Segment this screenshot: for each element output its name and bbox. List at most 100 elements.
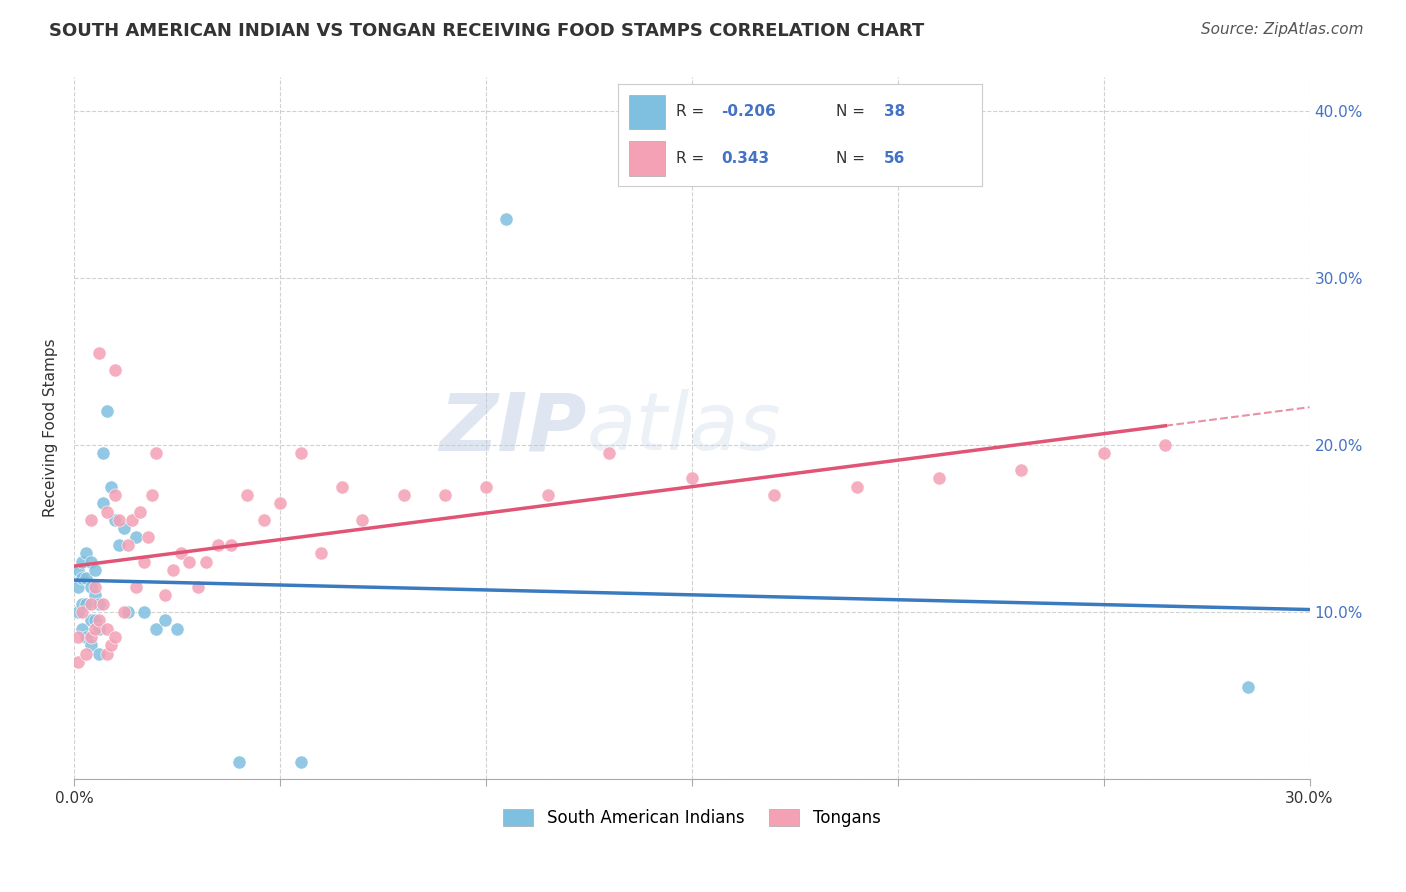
Point	[1154, 438, 1177, 452]
Point	[1236, 680, 1258, 694]
Point	[475, 480, 498, 494]
Point	[91, 597, 114, 611]
Point	[100, 480, 122, 494]
Point	[72, 572, 94, 586]
Point	[108, 538, 131, 552]
Point	[108, 513, 131, 527]
Point	[79, 513, 101, 527]
Point	[75, 630, 97, 644]
Point	[75, 546, 97, 560]
Point	[330, 480, 353, 494]
Point	[104, 362, 127, 376]
Point	[598, 446, 620, 460]
Point	[75, 572, 97, 586]
Point	[537, 488, 560, 502]
Text: ZIP: ZIP	[440, 389, 586, 467]
Point	[145, 446, 167, 460]
Point	[112, 521, 135, 535]
Point	[72, 605, 94, 619]
Point	[67, 630, 90, 644]
Point	[96, 622, 118, 636]
Point	[309, 546, 332, 560]
Legend: South American Indians, Tongans: South American Indians, Tongans	[496, 802, 887, 834]
Point	[153, 613, 176, 627]
Point	[87, 647, 110, 661]
Point	[236, 488, 259, 502]
Point	[179, 555, 201, 569]
Point	[132, 605, 155, 619]
Point	[132, 555, 155, 569]
Text: atlas: atlas	[586, 389, 782, 467]
Point	[67, 605, 90, 619]
Point	[83, 622, 105, 636]
Point	[162, 563, 184, 577]
Point	[1010, 463, 1032, 477]
Point	[96, 647, 118, 661]
Point	[125, 530, 148, 544]
Point	[75, 647, 97, 661]
Point	[117, 605, 139, 619]
Point	[87, 613, 110, 627]
Point	[87, 346, 110, 360]
Point	[187, 580, 209, 594]
Point	[495, 212, 517, 227]
Point	[269, 496, 291, 510]
Point	[96, 404, 118, 418]
Point	[290, 446, 312, 460]
Point	[79, 613, 101, 627]
Point	[96, 505, 118, 519]
Point	[104, 488, 127, 502]
Point	[153, 588, 176, 602]
Point	[763, 488, 786, 502]
Point	[228, 756, 250, 770]
Point	[207, 538, 229, 552]
Point	[83, 588, 105, 602]
Point	[166, 622, 188, 636]
Y-axis label: Receiving Food Stamps: Receiving Food Stamps	[44, 339, 58, 517]
Text: SOUTH AMERICAN INDIAN VS TONGAN RECEIVING FOOD STAMPS CORRELATION CHART: SOUTH AMERICAN INDIAN VS TONGAN RECEIVIN…	[49, 22, 925, 40]
Point	[433, 488, 456, 502]
Point	[1092, 446, 1115, 460]
Point	[141, 488, 163, 502]
Point	[352, 513, 374, 527]
Point	[83, 580, 105, 594]
Point	[290, 756, 312, 770]
Point	[72, 555, 94, 569]
Point	[79, 580, 101, 594]
Point	[145, 622, 167, 636]
Point	[67, 655, 90, 669]
Point	[72, 622, 94, 636]
Point	[121, 513, 143, 527]
Point	[79, 597, 101, 611]
Point	[845, 480, 868, 494]
Point	[681, 471, 703, 485]
Point	[104, 513, 127, 527]
Point	[72, 597, 94, 611]
Point	[67, 580, 90, 594]
Point	[83, 563, 105, 577]
Point	[79, 638, 101, 652]
Point	[112, 605, 135, 619]
Point	[928, 471, 950, 485]
Point	[104, 630, 127, 644]
Point	[219, 538, 242, 552]
Point	[117, 538, 139, 552]
Point	[75, 597, 97, 611]
Point	[125, 580, 148, 594]
Point	[67, 563, 90, 577]
Point	[100, 638, 122, 652]
Point	[91, 446, 114, 460]
Point	[252, 513, 274, 527]
Point	[392, 488, 415, 502]
Point	[87, 622, 110, 636]
Point	[87, 597, 110, 611]
Point	[79, 555, 101, 569]
Point	[79, 630, 101, 644]
Point	[83, 613, 105, 627]
Point	[170, 546, 193, 560]
Point	[91, 496, 114, 510]
Text: Source: ZipAtlas.com: Source: ZipAtlas.com	[1201, 22, 1364, 37]
Point	[136, 530, 159, 544]
Point	[129, 505, 152, 519]
Point	[194, 555, 217, 569]
